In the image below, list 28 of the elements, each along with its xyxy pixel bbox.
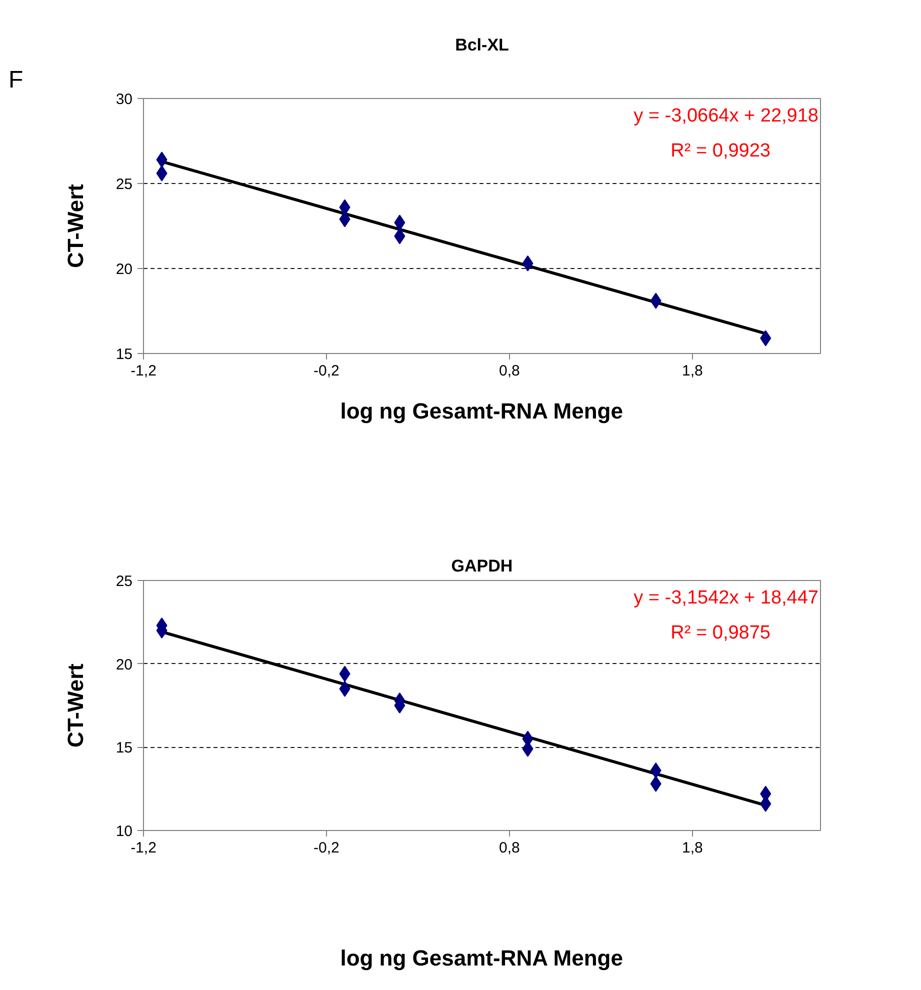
x-tick-label: 0,8 [499,362,520,380]
x-tick-label: -0,2 [314,362,340,380]
x-axis-title: log ng Gesamt-RNA Menge [340,398,623,424]
x-tick-label: 0,8 [499,840,520,856]
y-tick-label: 30 [116,91,133,108]
point [650,762,662,778]
y-tick-label: 15 [116,346,133,363]
x-tick-label: 1,8 [682,362,703,380]
annotation: y = -3,1542x + 18,447 [634,588,819,608]
x-tick-label: -0,2 [314,840,340,856]
y-tick-label: 20 [116,261,133,278]
annotation: y = -3,0664x + 22,918 [634,106,819,126]
x-tick-label: -1,2 [130,840,156,856]
x-tick-label: -1,2 [130,362,156,380]
y-tick-label: 15 [116,740,133,757]
y-tick-label: 20 [116,656,133,674]
y-tick-label: 10 [116,823,133,840]
x-axis-title: log ng Gesamt-RNA Menge [340,946,623,970]
y-axis-title: CT-Wert [62,662,88,748]
y-axis-title: CT-Wert [62,183,88,268]
chart-title: GAPDH [451,556,513,576]
text: F [8,66,24,94]
annotation: R² = 0,9923 [670,140,771,162]
x-tick-label: 1,8 [682,840,703,856]
annotation: R² = 0,9875 [670,622,771,644]
y-tick-label: 25 [116,176,133,193]
y-tick-label: 25 [116,573,133,590]
chart-title: Bcl-XL [455,36,509,54]
